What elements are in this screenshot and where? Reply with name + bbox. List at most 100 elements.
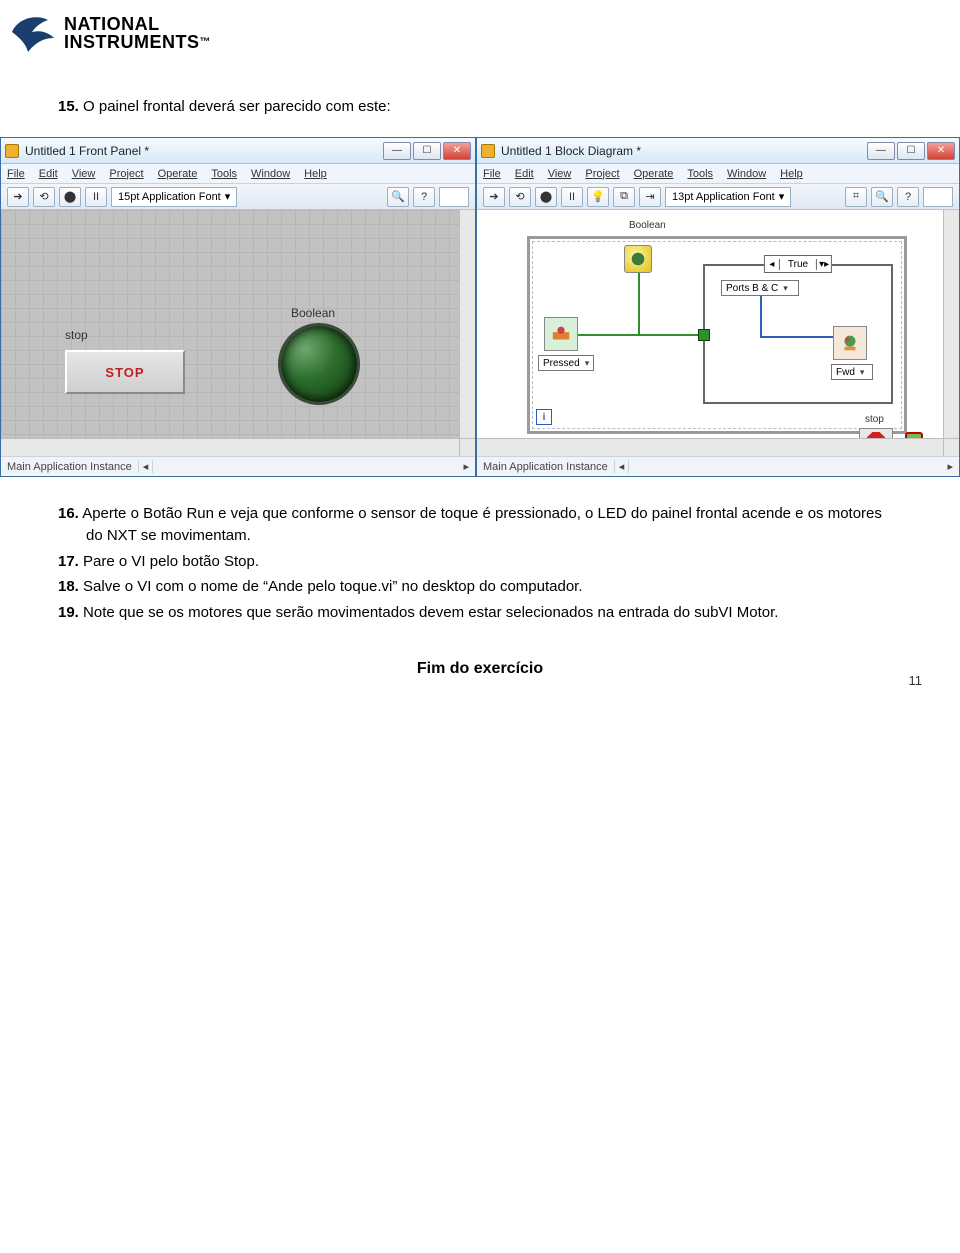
boolean-label: Boolean [629,220,666,231]
menu-edit[interactable]: Edit [39,168,58,180]
led-label: Boolean [291,306,335,320]
menu-window[interactable]: Window [251,168,290,180]
minimize-button[interactable]: — [383,142,411,160]
font-selector[interactable]: 13pt Application Font▾ [665,187,791,207]
minimize-button[interactable]: — [867,142,895,160]
menu-tools[interactable]: Tools [211,168,237,180]
touch-sensor-subvi[interactable] [544,317,578,351]
search-button[interactable]: 🔍 [871,187,893,207]
cleanup-button[interactable]: ⌗ [845,187,867,207]
menubar[interactable]: File Edit View Project Operate Tools Win… [477,164,959,184]
menu-edit[interactable]: Edit [515,168,534,180]
vi-icon [481,144,495,158]
status-text: Main Application Instance [7,461,132,473]
abort-button[interactable]: ⬤ [535,187,557,207]
titlebar[interactable]: Untitled 1 Block Diagram * — ☐ ✕ [477,138,959,164]
case-label: True [779,259,817,270]
while-loop[interactable]: i Pressed ◂ True ▾▸ [527,236,907,434]
menu-file[interactable]: File [7,168,25,180]
toolbar: ➔ ⟲ ⬤ II 15pt Application Font▾ 🔍 ? [1,184,475,210]
statusbar: Main Application Instance ◂ ▸ [1,456,475,476]
menu-view[interactable]: View [72,168,96,180]
wire [760,336,833,338]
status-text: Main Application Instance [483,461,608,473]
screenshots-row: Untitled 1 Front Panel * — ☐ ✕ File Edit… [0,137,960,477]
boolean-led[interactable] [281,326,357,402]
pause-button[interactable]: II [561,187,583,207]
menu-project[interactable]: Project [585,168,619,180]
fwd-dropdown[interactable]: Fwd [831,364,873,380]
motor-subvi[interactable] [833,326,867,360]
hscrollbar[interactable] [477,438,943,456]
window-title: Untitled 1 Front Panel * [25,144,377,158]
help-button[interactable]: ? [897,187,919,207]
front-panel-window: Untitled 1 Front Panel * — ☐ ✕ File Edit… [0,137,476,477]
titlebar[interactable]: Untitled 1 Front Panel * — ☐ ✕ [1,138,475,164]
menu-file[interactable]: File [483,168,501,180]
status-nav-right[interactable]: ▸ [463,460,469,473]
hscrollbar[interactable] [1,438,459,456]
retain-button[interactable]: ⧉ [613,187,635,207]
case-tunnel [698,329,710,341]
vscrollbar[interactable] [459,210,475,438]
end-title: Fim do exercício [0,660,960,678]
close-button[interactable]: ✕ [443,142,471,160]
step-16: 16. Aperte o Botão Run e veja que confor… [58,503,902,547]
menu-project[interactable]: Project [109,168,143,180]
menu-window[interactable]: Window [727,168,766,180]
case-prev-icon[interactable]: ◂ [765,259,779,270]
status-nav-left[interactable]: ◂ [614,460,630,473]
abort-button[interactable]: ⬤ [59,187,81,207]
logo-line2: INSTRUMENTS™ [64,33,211,51]
vscrollbar[interactable] [943,210,959,438]
menu-view[interactable]: View [548,168,572,180]
font-selector[interactable]: 15pt Application Font▾ [111,187,237,207]
menu-help[interactable]: Help [780,168,803,180]
wire [578,334,703,336]
canvas[interactable]: stop STOP Boolean [1,210,475,456]
menu-operate[interactable]: Operate [634,168,674,180]
run-button[interactable]: ➔ [483,187,505,207]
maximize-button[interactable]: ☐ [413,142,441,160]
search-button[interactable]: 🔍 [387,187,409,207]
ports-dropdown[interactable]: Ports B & C [721,280,799,296]
iteration-terminal[interactable]: i [536,409,552,425]
maximize-button[interactable]: ☐ [897,142,925,160]
canvas[interactable]: Boolean i Pressed ◂ [477,210,959,456]
run-button[interactable]: ➔ [7,187,29,207]
logo-line1: NATIONAL [64,15,211,33]
scroll-corner [459,438,475,456]
block-diagram-window: Untitled 1 Block Diagram * — ☐ ✕ File Ed… [476,137,960,477]
vi-connector-icon[interactable] [923,187,953,207]
status-nav-right[interactable]: ▸ [947,460,953,473]
step-18: 18. Salve o VI com o nome de “Ande pelo … [58,576,902,598]
close-button[interactable]: ✕ [927,142,955,160]
stop-label: stop [65,328,88,342]
menu-operate[interactable]: Operate [158,168,198,180]
window-title: Untitled 1 Block Diagram * [501,144,861,158]
step-19: 19. Note que se os motores que serão mov… [58,602,902,624]
wire [760,296,762,336]
vi-connector-icon[interactable] [439,187,469,207]
scroll-corner [943,438,959,456]
status-nav-left[interactable]: ◂ [138,460,154,473]
run-cont-button[interactable]: ⟲ [509,187,531,207]
menu-tools[interactable]: Tools [687,168,713,180]
pause-button[interactable]: II [85,187,107,207]
pressed-dropdown[interactable]: Pressed [538,355,594,371]
case-next-icon[interactable]: ▾▸ [817,259,831,270]
step-button[interactable]: ⇥ [639,187,661,207]
logo-text: NATIONAL INSTRUMENTS™ [64,15,211,51]
vi-icon [5,144,19,158]
boolean-indicator-terminal[interactable] [624,245,652,273]
run-cont-button[interactable]: ⟲ [33,187,55,207]
step-17: 17. Pare o VI pelo botão Stop. [58,551,902,573]
highlight-button[interactable]: 💡 [587,187,609,207]
menubar[interactable]: File Edit View Project Operate Tools Win… [1,164,475,184]
case-structure[interactable]: ◂ True ▾▸ Ports B & C Fwd [703,264,893,404]
toolbar: ➔ ⟲ ⬤ II 💡 ⧉ ⇥ 13pt Application Font▾ ⌗ … [477,184,959,210]
menu-help[interactable]: Help [304,168,327,180]
help-button[interactable]: ? [413,187,435,207]
case-selector[interactable]: ◂ True ▾▸ [764,255,832,273]
stop-button[interactable]: STOP [65,350,185,394]
